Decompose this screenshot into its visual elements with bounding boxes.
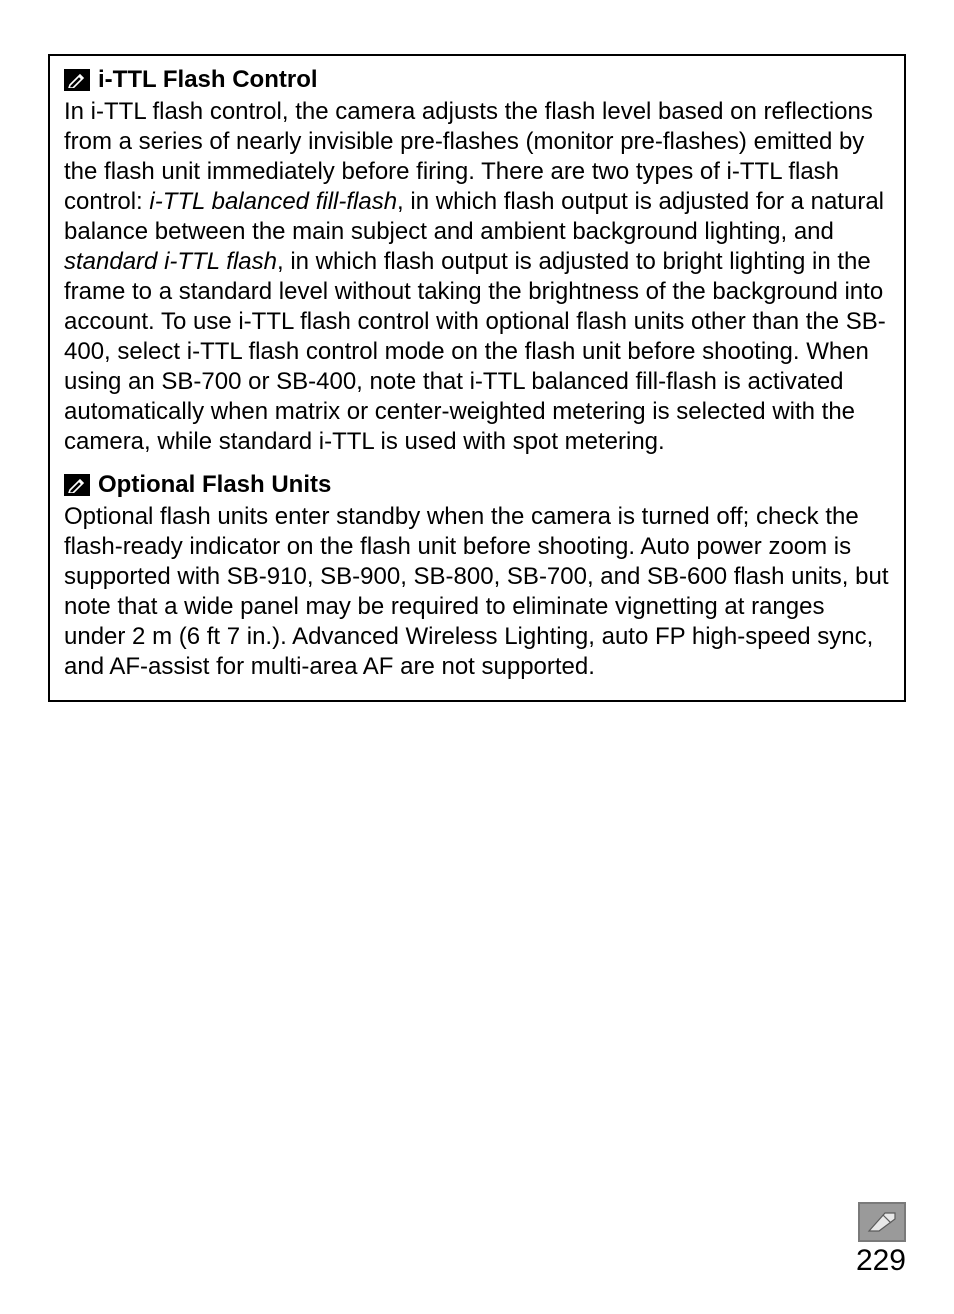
footer-badge-icon (858, 1202, 906, 1242)
section-body: Optional flash units enter standby when … (64, 502, 890, 682)
page-footer: 229 (856, 1202, 906, 1276)
manual-page: i-TTL Flash Control In i-TTL flash contr… (0, 0, 954, 1314)
section-title: Optional Flash Units (98, 471, 331, 500)
section-optional-flash-units: Optional Flash Units Optional flash unit… (64, 471, 890, 682)
pencil-note-icon (64, 69, 90, 91)
section-body: In i-TTL flash control, the camera adjus… (64, 97, 890, 457)
content-box: i-TTL Flash Control In i-TTL flash contr… (48, 54, 906, 702)
section-ittl-flash-control: i-TTL Flash Control In i-TTL flash contr… (64, 66, 890, 457)
page-number: 229 (856, 1246, 906, 1276)
section-heading: i-TTL Flash Control (64, 66, 890, 95)
pencil-note-icon (64, 474, 90, 496)
section-heading: Optional Flash Units (64, 471, 890, 500)
section-title: i-TTL Flash Control (98, 66, 318, 95)
